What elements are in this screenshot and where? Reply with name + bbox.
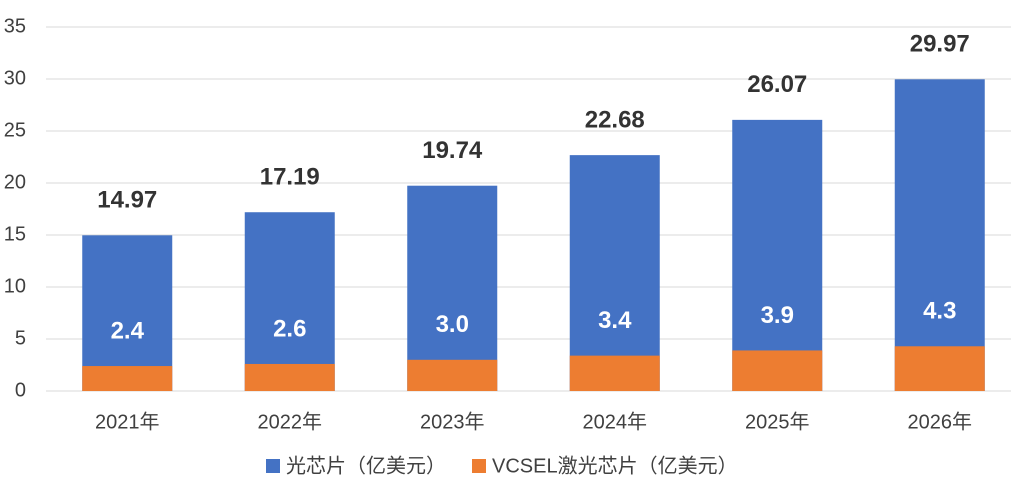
y-tick-label: 10 — [4, 275, 26, 297]
data-label: 3.4 — [598, 307, 632, 334]
data-label: 3.9 — [761, 302, 794, 329]
data-label: 29.97 — [910, 31, 970, 58]
x-tick-label: 2023年 — [420, 410, 485, 433]
y-tick-label: 30 — [4, 67, 26, 89]
x-tick-label: 2021年 — [95, 410, 160, 433]
bar — [569, 155, 660, 391]
bar — [732, 119, 823, 391]
legend-swatch — [266, 459, 280, 473]
y-tick-label: 35 — [4, 15, 26, 37]
bar — [244, 363, 335, 391]
y-tick-label: 0 — [15, 379, 26, 401]
y-tick-label: 15 — [4, 223, 26, 245]
data-label: 2.6 — [273, 315, 306, 342]
bar — [407, 359, 498, 391]
x-tick-label: 2024年 — [583, 410, 648, 433]
data-label: 2.4 — [111, 317, 145, 344]
x-tick-label: 2026年 — [908, 410, 973, 433]
bar — [732, 350, 823, 391]
data-label: 14.97 — [97, 187, 157, 214]
bar — [569, 355, 660, 391]
legend-label: VCSEL激光芯片（亿美元） — [492, 454, 738, 477]
x-tick-label: 2022年 — [258, 410, 323, 433]
data-label: 26.07 — [747, 71, 807, 98]
y-tick-label: 5 — [15, 327, 26, 349]
x-tick-label: 2025年 — [745, 410, 810, 433]
data-label: 22.68 — [585, 106, 645, 133]
bar — [82, 235, 173, 391]
y-tick-label: 20 — [4, 171, 26, 193]
bar — [894, 79, 985, 391]
legend-swatch — [472, 459, 486, 473]
data-label: 19.74 — [422, 137, 483, 164]
data-label: 4.3 — [923, 298, 956, 325]
bar — [244, 212, 335, 391]
y-tick-label: 25 — [4, 119, 26, 141]
data-label: 17.19 — [260, 164, 320, 191]
data-label: 3.0 — [436, 311, 469, 338]
bar — [894, 346, 985, 391]
bar — [407, 185, 498, 391]
legend-label: 光芯片（亿美元） — [286, 454, 446, 477]
bar — [82, 366, 173, 391]
